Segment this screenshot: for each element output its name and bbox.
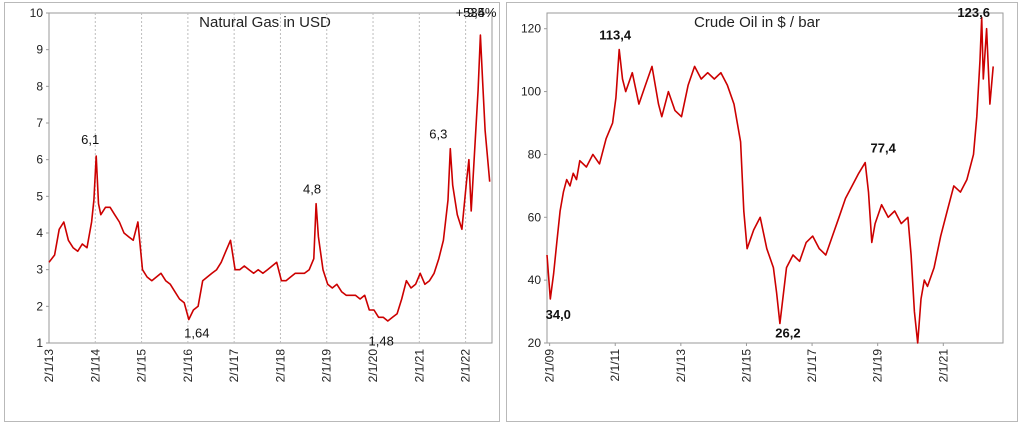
gas-y-tick-label: 8 xyxy=(36,79,43,93)
oil-x-tick-label: 2/1/11 xyxy=(608,349,622,382)
crude-oil-chart-title: Crude Oil in $ / bar xyxy=(694,14,820,31)
gas-y-tick-label: 6 xyxy=(36,153,43,167)
gas-data-label: 6,1 xyxy=(81,132,99,147)
oil-data-label: 26,2 xyxy=(775,326,800,341)
gas-y-tick-label: 10 xyxy=(30,6,44,20)
gas-y-tick-label: 4 xyxy=(36,226,43,240)
oil-y-tick-label: 40 xyxy=(528,273,542,287)
oil-y-tick-label: 80 xyxy=(528,147,542,161)
natural-gas-chart: Natural Gas in USD 2/1/13 2/1/14 2/1/15 2/1… xyxy=(30,5,497,383)
crude-oil-chart-panel: Crude Oil in $ / bar 2/1/09 2/1/11 2/1/13 2… xyxy=(506,2,1018,422)
gas-y-tick-label: 9 xyxy=(36,43,43,57)
gas-data-label: 1,64 xyxy=(184,326,209,341)
gas-x-tick-label: 2/1/20 xyxy=(366,349,380,383)
gas-plot-area xyxy=(48,12,493,344)
gas-y-tick-label: 5 xyxy=(36,189,43,203)
gas-y-tick-label: 1 xyxy=(36,336,43,350)
oil-data-label: 34,0 xyxy=(546,307,571,322)
gas-y-tick-label: 7 xyxy=(36,116,43,130)
natural-gas-chart-title: Natural Gas in USD xyxy=(199,14,331,31)
gas-data-label: 1,48 xyxy=(369,333,394,348)
gas-x-tick-label: 2/1/16 xyxy=(181,349,195,383)
oil-y-tick-label: 60 xyxy=(528,210,542,224)
crude-oil-chart: Crude Oil in $ / bar 2/1/09 2/1/11 2/1/13 2… xyxy=(521,5,1004,383)
gas-data-label: +535% xyxy=(456,5,497,20)
oil-plot-area xyxy=(546,12,1004,344)
gas-x-tick-label: 2/1/15 xyxy=(135,349,149,383)
natural-gas-chart-panel: Natural Gas in USD 2/1/13 2/1/14 2/1/15 2/1… xyxy=(4,2,500,422)
oil-x-tick-label: 2/1/15 xyxy=(739,349,753,383)
oil-y-tick-label: 100 xyxy=(521,85,541,99)
oil-y-tick-label: 120 xyxy=(521,22,541,36)
oil-data-label: 123,6 xyxy=(957,5,990,20)
crude-oil-price-line xyxy=(546,16,994,344)
gas-y-tick-label: 2 xyxy=(36,299,43,313)
gas-data-label: 4,8 xyxy=(303,182,321,197)
gas-x-tick-label: 2/1/14 xyxy=(88,349,102,383)
gas-y-tick-label: 3 xyxy=(36,263,43,277)
gas-x-tick-label: 2/1/22 xyxy=(459,349,473,383)
oil-x-tick-label: 2/1/13 xyxy=(674,349,688,383)
oil-x-tick-label: 2/1/17 xyxy=(805,349,819,383)
oil-x-tick-label: 2/1/21 xyxy=(936,349,950,383)
gas-x-tick-label: 2/1/13 xyxy=(42,349,56,383)
gas-x-tick-label: 2/1/17 xyxy=(227,349,241,383)
oil-x-tick-label: 2/1/19 xyxy=(871,349,885,383)
gas-x-tick-label: 2/1/21 xyxy=(412,349,426,383)
natural-gas-price-line xyxy=(48,34,491,322)
oil-data-label: 77,4 xyxy=(871,141,897,156)
gas-data-label: 9,4 xyxy=(467,5,485,20)
gas-x-tick-label: 2/1/18 xyxy=(273,349,287,383)
oil-data-label: 113,4 xyxy=(599,27,632,42)
gas-x-tick-label: 2/1/19 xyxy=(320,349,334,383)
oil-x-tick-label: 2/1/09 xyxy=(543,349,557,383)
oil-y-tick-label: 20 xyxy=(528,336,542,350)
gas-data-label: 6,3 xyxy=(429,127,447,142)
